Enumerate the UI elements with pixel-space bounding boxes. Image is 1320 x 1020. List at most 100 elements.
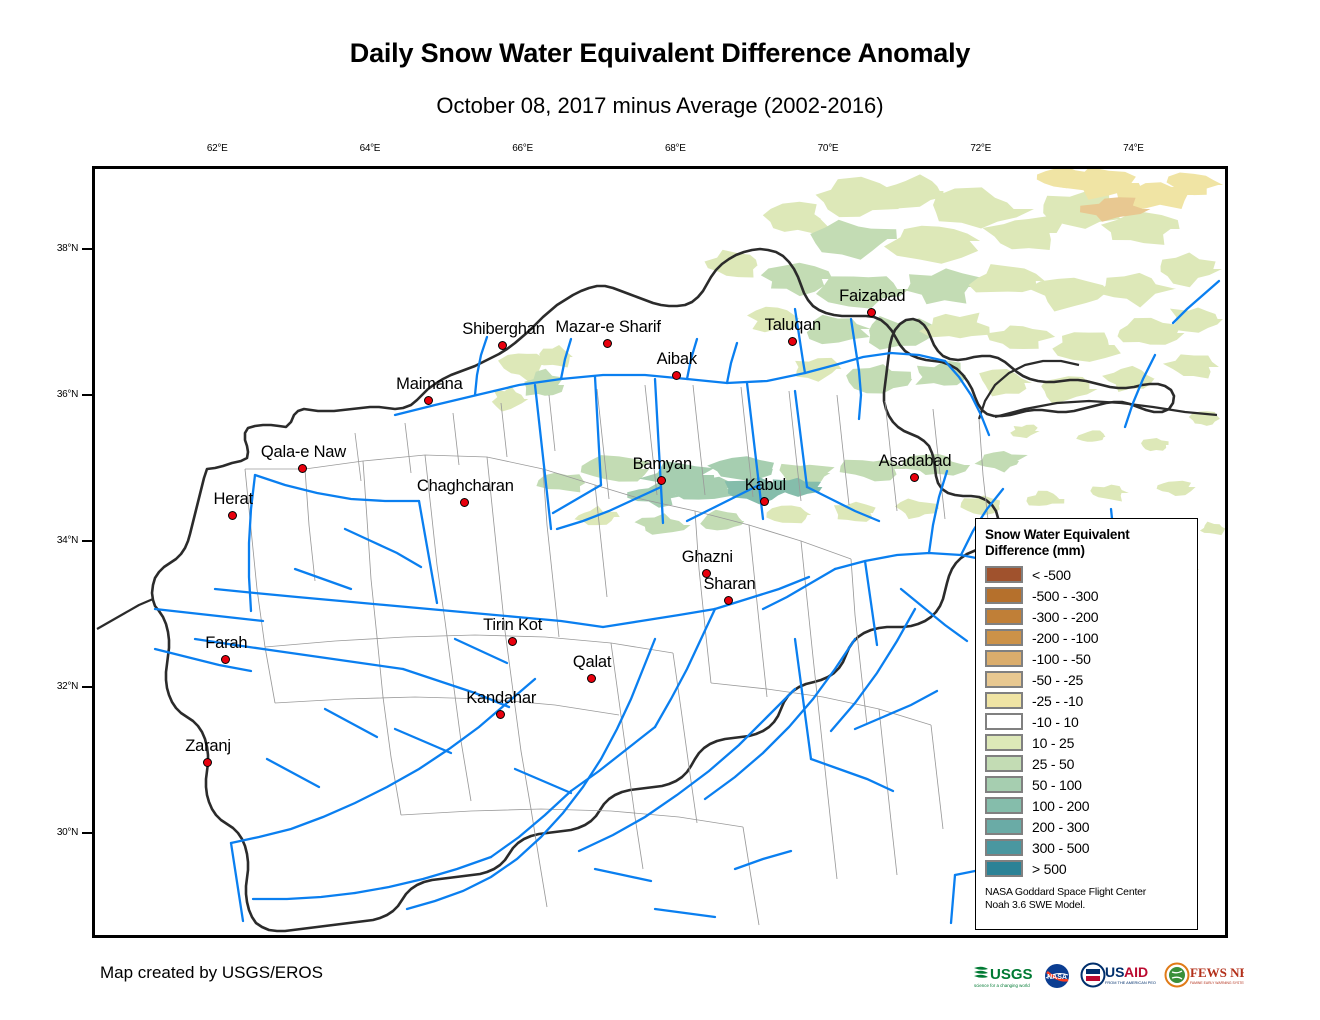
- city-label: Qalat: [572, 652, 612, 671]
- legend-swatch: [985, 713, 1023, 730]
- anomaly-patch: [1041, 376, 1098, 405]
- legend-label: -100 - -50: [1032, 650, 1091, 667]
- lat-tick: [82, 394, 92, 397]
- lon-label: 72°E: [970, 143, 991, 154]
- river: [853, 689, 939, 731]
- river: [943, 359, 991, 437]
- river: [809, 757, 895, 793]
- river: [685, 483, 761, 523]
- legend-title-line2: Difference (mm): [985, 543, 1085, 558]
- fewsnet-logo: FEWS NET FAMINE EARLY WARNING SYSTEMS NE…: [1164, 961, 1244, 991]
- province-boundary: [932, 408, 946, 520]
- anomaly-patch: [1166, 172, 1224, 196]
- lat-label: 34°N: [56, 535, 78, 547]
- city-label: Tirin Kot: [483, 615, 543, 634]
- river: [229, 677, 537, 845]
- province-boundary: [610, 642, 644, 870]
- anomaly-patch: [815, 176, 899, 218]
- legend-swatch: [985, 797, 1023, 814]
- river: [863, 559, 879, 647]
- province-boundary: [748, 524, 768, 698]
- province-boundary: [930, 724, 944, 830]
- river: [343, 527, 423, 569]
- river: [473, 335, 489, 397]
- province-boundary: [244, 468, 276, 704]
- river: [793, 637, 813, 761]
- anomaly-patch: [1199, 521, 1225, 536]
- river: [593, 867, 653, 883]
- page-subtitle: October 08, 2017 minus Average (2002-201…: [436, 93, 884, 118]
- river: [577, 687, 797, 853]
- afghanistan-border: [150, 247, 1176, 933]
- city-label: Maimana: [396, 374, 463, 393]
- river: [229, 841, 245, 923]
- city-dot-icon: [702, 568, 712, 578]
- city-dot-icon: [587, 673, 597, 683]
- legend-entry: 200 - 300: [985, 816, 1188, 837]
- city-label: Sharan: [703, 574, 756, 593]
- legend-entry: 25 - 50: [985, 753, 1188, 774]
- legend-entry: < -500: [985, 564, 1188, 585]
- province-boundary: [354, 432, 362, 482]
- anomaly-patch: [810, 219, 897, 260]
- anomaly-patch: [968, 264, 1045, 293]
- river: [733, 849, 793, 871]
- province-boundary: [884, 400, 898, 512]
- river: [533, 383, 553, 531]
- anomaly-patch: [1117, 317, 1185, 345]
- anomaly-patch: [919, 312, 990, 339]
- map-credit: Map created by USGS/EROS: [100, 963, 323, 982]
- anomaly-patch: [1026, 490, 1065, 506]
- city-dot-icon: [424, 395, 434, 405]
- river: [601, 607, 717, 629]
- city-dot-icon: [787, 336, 797, 346]
- anomaly-patch: [1169, 307, 1223, 333]
- city-dot-icon: [298, 463, 308, 473]
- river: [247, 473, 257, 613]
- svg-text:FEWS NET: FEWS NET: [1190, 965, 1244, 980]
- city-dot-icon: [760, 497, 770, 507]
- province-boundary: [594, 484, 608, 598]
- anomaly-patch: [906, 268, 981, 305]
- legend-swatch: [985, 608, 1023, 625]
- legend-swatch: [985, 860, 1023, 877]
- city-label: Qala-e Naw: [260, 442, 346, 461]
- legend-label: -50 - -25: [1032, 671, 1084, 688]
- province-boundary: [452, 412, 460, 466]
- anomaly-patch: [875, 174, 944, 209]
- river: [761, 567, 837, 611]
- river: [559, 337, 573, 381]
- anomaly-patch: [960, 495, 1000, 516]
- city-label: Chaghcharan: [416, 477, 514, 496]
- province-boundary: [710, 682, 932, 726]
- anomaly-patch: [580, 455, 650, 482]
- city-dot-icon: [221, 654, 231, 664]
- legend-note-line2: Noah 3.6 SWE Model.: [985, 899, 1086, 911]
- anomaly-patch: [1097, 272, 1177, 308]
- city-label: Kandahar: [466, 688, 537, 707]
- lat-label: 32°N: [56, 680, 78, 692]
- legend-entry: -500 - -300: [985, 585, 1188, 606]
- city-dot-icon: [460, 498, 470, 508]
- legend-swatch: [985, 650, 1023, 667]
- city-label: Faizabad: [839, 287, 906, 306]
- river: [725, 341, 739, 385]
- legend-label: 25 - 50: [1032, 755, 1075, 772]
- province-boundary: [424, 454, 446, 622]
- city-dot-icon: [724, 595, 734, 605]
- river: [1171, 279, 1221, 325]
- svg-text:science for a changing world: science for a changing world: [974, 983, 1030, 988]
- anomaly-patch: [760, 262, 833, 297]
- legend-label: > 500: [1032, 860, 1067, 877]
- province-boundary: [362, 460, 378, 638]
- province-boundary: [788, 390, 802, 502]
- legend-label: 100 - 200: [1032, 797, 1090, 814]
- anomaly-patch: [1090, 484, 1129, 502]
- legend-label: 200 - 300: [1032, 818, 1090, 835]
- river: [849, 317, 863, 421]
- province-boundary: [500, 402, 508, 458]
- river: [265, 757, 321, 789]
- anomaly-patch: [846, 364, 913, 394]
- anomaly-patch: [536, 472, 586, 493]
- map-frame[interactable]: Faizabad Shiberghan Mazar-e Sharif Taluqan A…: [92, 166, 1228, 938]
